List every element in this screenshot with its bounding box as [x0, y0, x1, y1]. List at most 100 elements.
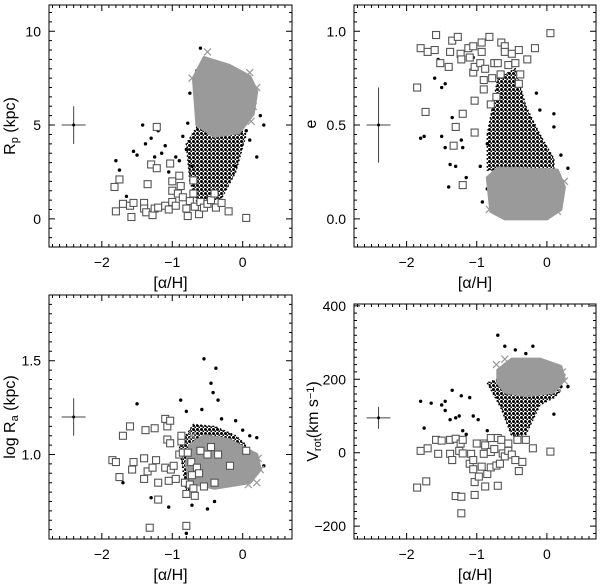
- square-point: [481, 64, 490, 73]
- y-axis-label: Rp (kpc): [2, 97, 21, 155]
- dot-point: [202, 357, 206, 361]
- dot-point: [485, 142, 489, 146]
- square-point: [154, 478, 163, 487]
- x-tick-label: −1: [164, 546, 180, 562]
- y-axis-label: Vrot(km s−1): [305, 381, 324, 462]
- ylabel-main: e: [303, 119, 320, 128]
- dot-point: [140, 123, 145, 127]
- panel-top-right: −2 −1 0 0.0 0.5 1.0 [α/H] e: [303, 4, 597, 292]
- dot-point: [177, 159, 182, 163]
- square-point: [164, 205, 173, 214]
- dot-point: [167, 505, 171, 509]
- dot-point: [461, 145, 465, 150]
- dot-point: [205, 507, 210, 511]
- square-point: [166, 416, 175, 425]
- dot-point: [534, 91, 539, 95]
- square-point: [474, 472, 483, 481]
- square-point: [176, 181, 185, 191]
- square-point: [129, 198, 138, 207]
- square-point: [224, 207, 233, 216]
- square-point: [152, 456, 161, 465]
- dot-point: [448, 162, 452, 167]
- square-point: [493, 481, 502, 490]
- x-tick-label: 0: [543, 546, 551, 562]
- square-point: [457, 509, 466, 518]
- dot-point: [198, 46, 203, 50]
- dot-point: [448, 417, 452, 422]
- error-bar-center: [72, 415, 76, 419]
- square-point: [488, 74, 497, 83]
- square-point: [457, 492, 466, 501]
- square-point: [416, 44, 425, 53]
- square-point: [152, 122, 161, 131]
- dot-point: [432, 76, 437, 80]
- square-point: [210, 189, 219, 198]
- dot-point: [163, 143, 167, 148]
- dot-point: [450, 388, 454, 392]
- dot-point: [418, 136, 423, 140]
- dot-point: [149, 136, 153, 140]
- square-point: [169, 461, 178, 470]
- x-axis-label: [α/H]: [153, 275, 187, 292]
- dot-point: [174, 155, 178, 159]
- ylabel-rest: (kpc): [2, 375, 19, 415]
- dot-point: [216, 398, 220, 402]
- dense-crosses-region: [184, 434, 262, 490]
- square-point: [118, 431, 128, 440]
- square-point: [449, 141, 458, 150]
- square-point: [125, 422, 135, 431]
- dot-point: [459, 394, 464, 398]
- square-point: [171, 201, 180, 210]
- x-tick-label: −2: [399, 546, 415, 562]
- dot-point: [418, 399, 423, 404]
- square-point: [513, 435, 522, 444]
- x-tick-label: −1: [164, 254, 180, 270]
- dot-point: [443, 145, 447, 150]
- dot-point: [439, 85, 444, 90]
- cross-point: [249, 102, 258, 111]
- square-point: [511, 59, 520, 68]
- cross-point: [485, 205, 494, 214]
- square-point: [453, 32, 462, 41]
- square-point: [145, 523, 154, 532]
- square-point: [477, 462, 486, 471]
- dot-point: [188, 91, 192, 95]
- square-point: [242, 446, 251, 455]
- cross-point: [492, 360, 501, 369]
- dot-point: [454, 164, 458, 169]
- dot-point: [124, 194, 129, 199]
- square-point: [211, 203, 220, 212]
- square-point: [469, 456, 478, 465]
- plot-frame: [353, 303, 597, 540]
- square-point: [115, 473, 124, 482]
- dot-point: [149, 496, 153, 500]
- ylabel-subscript: rot: [312, 438, 324, 451]
- square-point: [206, 196, 216, 205]
- square-point: [189, 189, 198, 198]
- y-tick-label: 1.0: [327, 23, 347, 39]
- square-point: [423, 47, 432, 56]
- dot-point: [552, 112, 556, 116]
- dot-point: [135, 402, 139, 406]
- dot-point: [513, 348, 518, 352]
- cross-point: [557, 183, 565, 191]
- cross-point: [254, 454, 263, 463]
- cross-point: [553, 384, 562, 393]
- square-point: [154, 495, 163, 504]
- dot-point: [214, 366, 218, 370]
- square-point: [413, 483, 422, 492]
- y-tick-label: 0.5: [327, 117, 347, 133]
- plot-frame: [48, 4, 293, 248]
- square-point: [203, 450, 212, 459]
- square-point: [481, 482, 490, 491]
- dot-point: [121, 480, 125, 485]
- y-tick-label: 200: [323, 371, 347, 387]
- panel-bottom-left: −2 −1 0 1.0 1.5 [α/H] log Ra (kpc): [2, 294, 293, 584]
- square-point: [546, 447, 555, 456]
- plot-area: [366, 333, 570, 518]
- ylabel-superscript: −1: [305, 387, 317, 400]
- square-point: [514, 79, 523, 88]
- plot-frame: [353, 4, 597, 248]
- dot-point: [152, 155, 157, 159]
- error-bar-center: [72, 123, 76, 127]
